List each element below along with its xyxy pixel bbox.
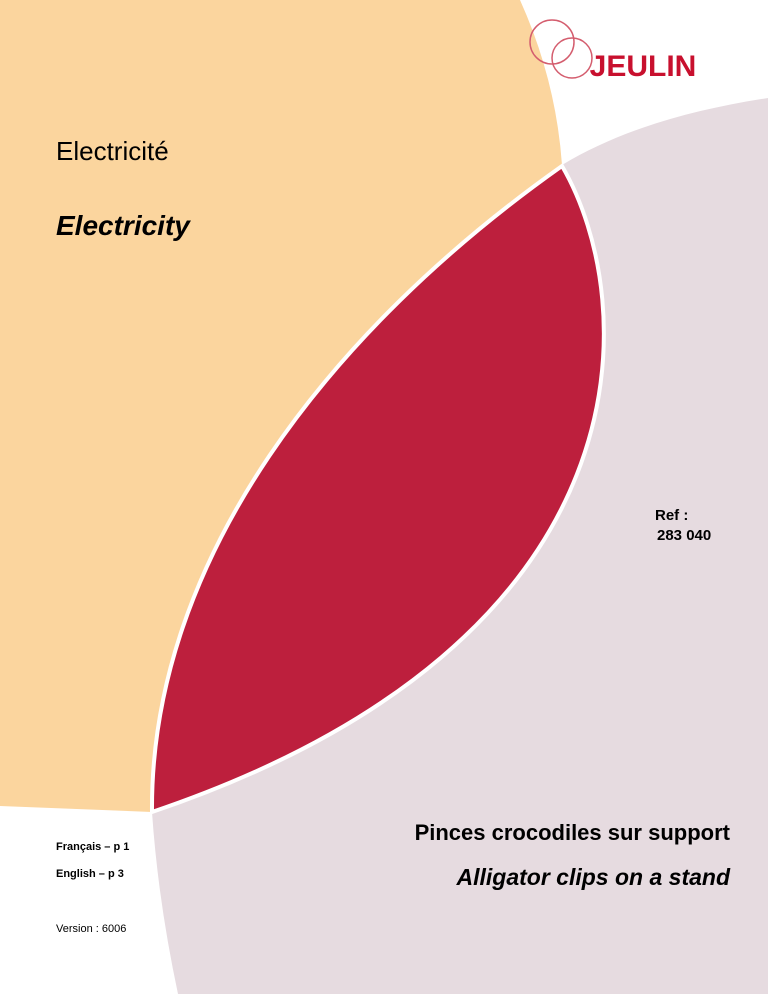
product-en: Alligator clips on a stand [456, 864, 731, 890]
logo: JEULIN [529, 19, 697, 83]
product-fr: Pinces crocodiles sur support [415, 820, 731, 845]
logo-text: JEULIN [590, 50, 697, 83]
logo-ring [529, 19, 575, 65]
red-lens [149, 163, 606, 815]
title-fr: Electricité [56, 136, 169, 166]
pink-shape [152, 98, 768, 994]
version: Version : 6006 [56, 923, 126, 935]
title-en: Electricity [56, 210, 191, 241]
logo-ring [551, 37, 593, 79]
page-en: English – p 3 [56, 868, 124, 880]
orange-shape [0, 0, 562, 812]
page-fr: Français – p 1 [56, 841, 129, 853]
ref-number: 283 040 [657, 527, 711, 544]
ref-label: Ref : [655, 507, 688, 524]
